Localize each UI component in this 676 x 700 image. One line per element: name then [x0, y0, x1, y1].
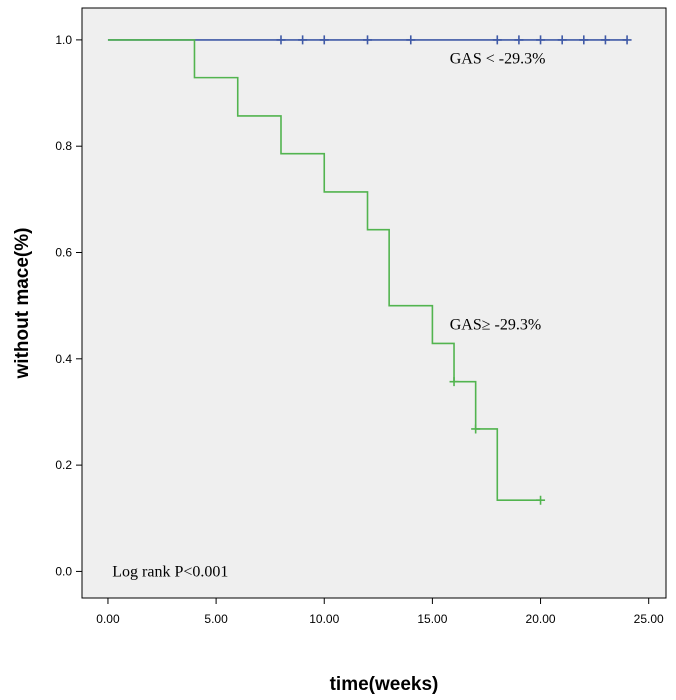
censor-mark	[579, 35, 589, 45]
censor-mark	[471, 424, 481, 434]
censor-mark	[406, 35, 416, 45]
censor-mark	[276, 35, 286, 45]
plot-area	[81, 7, 667, 599]
y-tick-label: 0.6	[55, 246, 72, 260]
x-tick-label: 20.00	[526, 612, 556, 626]
annotation-layer: GAS < -29.3% GAS≥ -29.3% Log rank P<0.001	[112, 50, 545, 580]
censor-mark	[514, 35, 524, 45]
censor-mark	[449, 377, 459, 387]
y-axis: 0.0 0.2 0.4 0.6 0.8 1.0	[55, 33, 82, 578]
censor-mark	[536, 495, 546, 505]
x-tick-label: 15.00	[417, 612, 447, 626]
censor-mark	[622, 35, 632, 45]
censor-mark	[363, 35, 373, 45]
annotation-2: GAS≥ -29.3%	[450, 316, 541, 333]
censor-mark	[536, 35, 546, 45]
censor-mark	[492, 35, 502, 45]
x-tick-label: 10.00	[309, 612, 339, 626]
annotation-1: GAS < -29.3%	[450, 50, 546, 67]
x-axis-title: time(weeks)	[330, 674, 439, 695]
series-layer	[107, 35, 632, 505]
x-tick-label: 25.00	[634, 612, 664, 626]
censor-mark	[557, 35, 567, 45]
x-axis: 0.00 5.00 10.00 15.00 20.00 25.00	[96, 598, 664, 626]
censor-mark	[298, 35, 308, 45]
x-tick-label: 5.00	[204, 612, 228, 626]
y-tick-label: 0.4	[55, 352, 72, 366]
y-axis-title: without mace(%)	[12, 228, 33, 380]
x-tick-label: 0.00	[96, 612, 120, 626]
censor-mark	[600, 35, 610, 45]
series-line-2	[107, 39, 541, 501]
y-tick-label: 0.0	[55, 564, 72, 578]
censor-mark	[319, 35, 329, 45]
annotation-3: Log rank P<0.001	[112, 563, 228, 580]
y-tick-label: 0.8	[55, 139, 72, 153]
y-tick-label: 0.2	[55, 458, 72, 472]
y-tick-label: 1.0	[55, 33, 72, 47]
